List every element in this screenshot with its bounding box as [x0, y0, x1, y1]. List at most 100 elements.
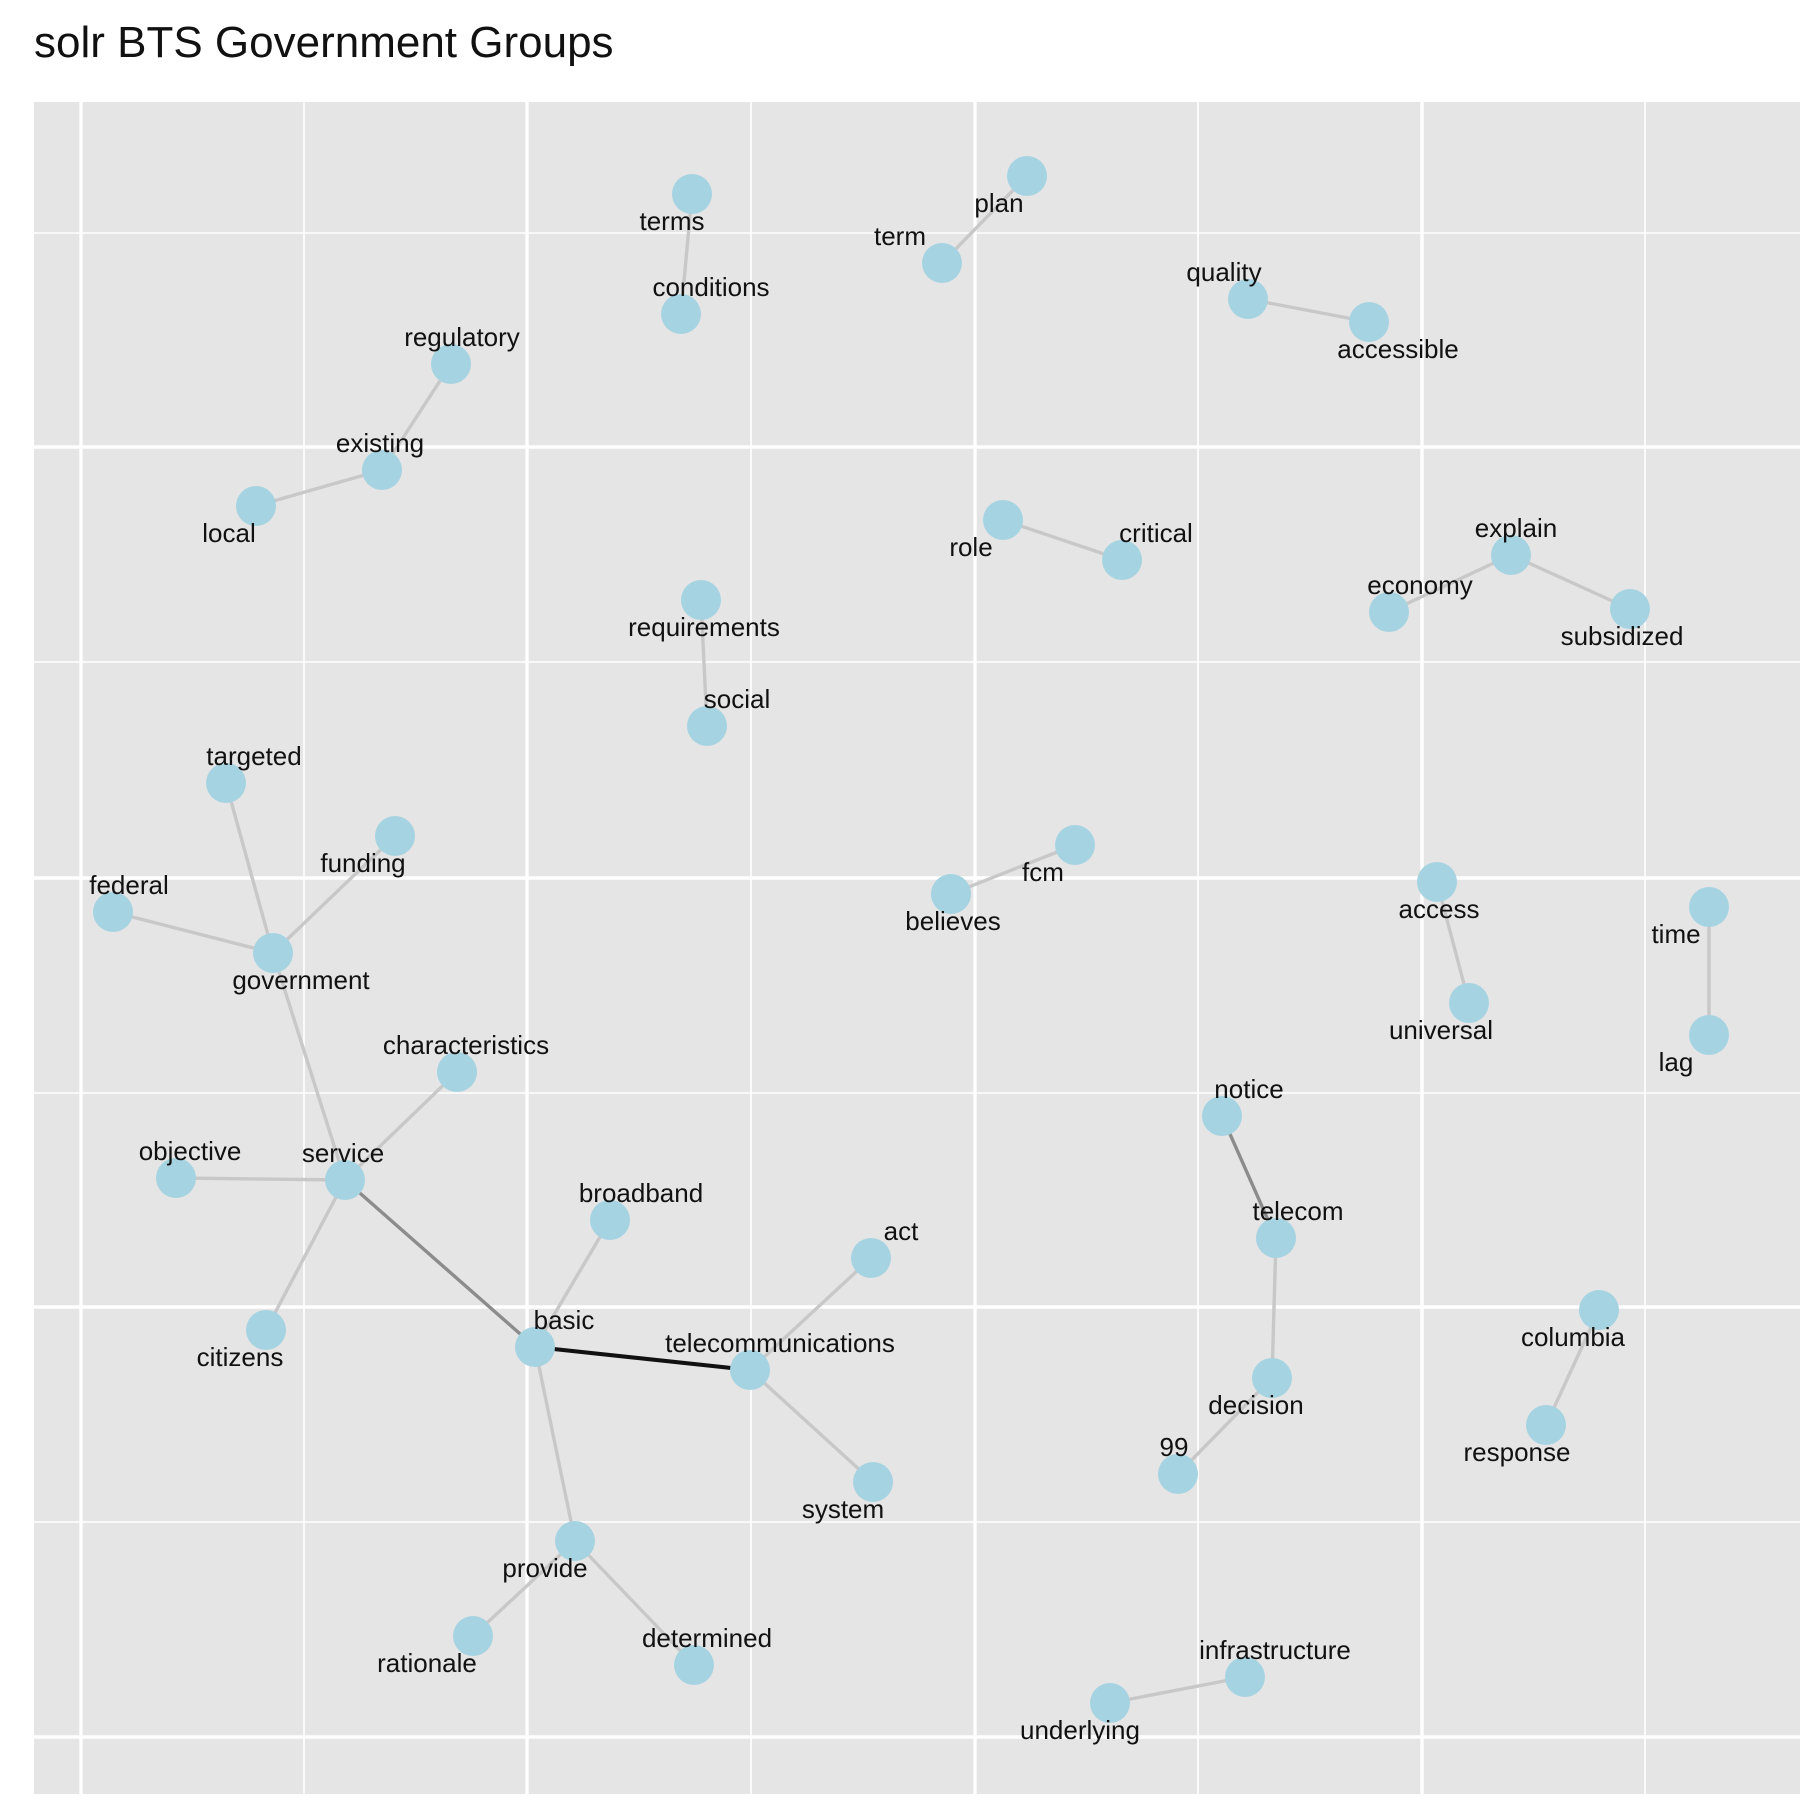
node-label-subsidized: subsidized: [1561, 621, 1684, 651]
node-label-existing: existing: [336, 428, 424, 458]
label-layer: terms conditions plan term quality accessible…: [89, 188, 1700, 1745]
node-label-quality: quality: [1186, 257, 1261, 287]
node-label-term: term: [874, 221, 926, 251]
node-requirements: [681, 580, 721, 620]
edge-telecom-decision: [1270, 1236, 1278, 1380]
node-role: [983, 500, 1023, 540]
node-provide: [555, 1521, 595, 1561]
node-plan: [1007, 156, 1047, 196]
edge-layer: [111, 174, 1711, 1705]
node-terms: [672, 174, 712, 214]
node-label-provide: provide: [502, 1553, 587, 1583]
edge-decision-99: [1176, 1376, 1274, 1476]
node-label-basic: basic: [534, 1305, 595, 1335]
node-label-act: act: [884, 1216, 919, 1246]
node-label-funding: funding: [320, 848, 405, 878]
node-regulatory: [431, 344, 471, 384]
node-system: [853, 1462, 893, 1502]
edge-telecommunications-system: [748, 1368, 875, 1484]
node-label-service: service: [302, 1138, 384, 1168]
node-existing: [362, 450, 402, 490]
node-explain: [1491, 535, 1531, 575]
node-act: [851, 1238, 891, 1278]
edge-broadband-basic: [533, 1218, 612, 1349]
node-universal: [1449, 983, 1489, 1023]
node-conditions: [661, 294, 701, 334]
node-broadband: [590, 1200, 630, 1240]
edge-fcm-believes: [949, 843, 1077, 896]
edge-provide-rationale: [471, 1539, 577, 1638]
node-time: [1689, 887, 1729, 927]
node-label-terms: terms: [640, 206, 705, 236]
node-label-critical: critical: [1119, 518, 1193, 548]
node-label-decision: decision: [1208, 1390, 1303, 1420]
node-layer: [93, 156, 1729, 1723]
node-quality: [1228, 279, 1268, 319]
node-label-columbia: columbia: [1521, 1322, 1626, 1352]
node-subsidized: [1610, 589, 1650, 629]
edge-plan-term: [940, 174, 1029, 265]
node-label-response: response: [1464, 1437, 1571, 1467]
node-basic: [515, 1327, 555, 1367]
edge-existing-local: [254, 468, 384, 508]
node-label-rationale: rationale: [377, 1648, 477, 1678]
node-access: [1417, 862, 1457, 902]
node-citizens: [246, 1310, 286, 1350]
node-label-characteristics: characteristics: [383, 1030, 549, 1060]
edge-columbia-response: [1544, 1308, 1601, 1427]
node-response: [1526, 1405, 1566, 1445]
node-label-universal: universal: [1389, 1015, 1493, 1045]
node-label-accessible: accessible: [1337, 334, 1458, 364]
node-label-federal: federal: [89, 870, 169, 900]
node-critical: [1102, 540, 1142, 580]
node-label-requirements: requirements: [628, 612, 780, 642]
edge-service-citizens: [264, 1178, 347, 1332]
grid-lines: [34, 102, 1800, 1794]
node-label-social: social: [704, 684, 770, 714]
node-targeted: [206, 763, 246, 803]
edge-provide-determined: [573, 1539, 696, 1667]
plot-panel: [34, 102, 1800, 1794]
node-economy: [1369, 592, 1409, 632]
node-label-economy: economy: [1367, 570, 1473, 600]
node-label-99: 99: [1160, 1432, 1189, 1462]
node-objective: [156, 1158, 196, 1198]
node-notice: [1202, 1096, 1242, 1136]
edge-characteristics-service: [343, 1070, 459, 1182]
edge-targeted-government: [224, 781, 275, 955]
node-fcm: [1055, 825, 1095, 865]
node-label-targeted: targeted: [206, 741, 301, 771]
diagram-title: solr BTS Government Groups: [34, 18, 614, 67]
node-99: [1158, 1454, 1198, 1494]
edge-infrastructure-underlying: [1108, 1675, 1247, 1705]
node-label-citizens: citizens: [197, 1342, 284, 1372]
edge-basic-provide: [533, 1345, 577, 1543]
edge-notice-telecom: [1220, 1114, 1278, 1240]
node-label-plan: plan: [974, 188, 1023, 218]
node-label-regulatory: regulatory: [404, 322, 520, 352]
node-telecom: [1256, 1218, 1296, 1258]
node-decision: [1252, 1358, 1292, 1398]
node-label-explain: explain: [1475, 513, 1557, 543]
node-label-government: government: [232, 965, 370, 995]
node-label-telecom: telecom: [1252, 1196, 1343, 1226]
edge-requirements-social: [699, 598, 709, 728]
node-funding: [375, 816, 415, 856]
edge-regulatory-existing: [380, 362, 453, 472]
node-term: [922, 243, 962, 283]
edge-government-service: [271, 951, 347, 1182]
node-believes: [931, 874, 971, 914]
node-label-telecommunications: telecommunications: [665, 1328, 895, 1358]
node-determined: [674, 1645, 714, 1685]
node-social: [687, 706, 727, 746]
edge-funding-government: [271, 834, 397, 955]
node-federal: [93, 892, 133, 932]
edge-act-telecommunications: [748, 1256, 873, 1372]
node-label-objective: objective: [139, 1136, 242, 1166]
node-local: [236, 486, 276, 526]
node-label-access: access: [1399, 894, 1480, 924]
node-label-local: local: [202, 518, 255, 548]
node-label-believes: believes: [905, 906, 1000, 936]
